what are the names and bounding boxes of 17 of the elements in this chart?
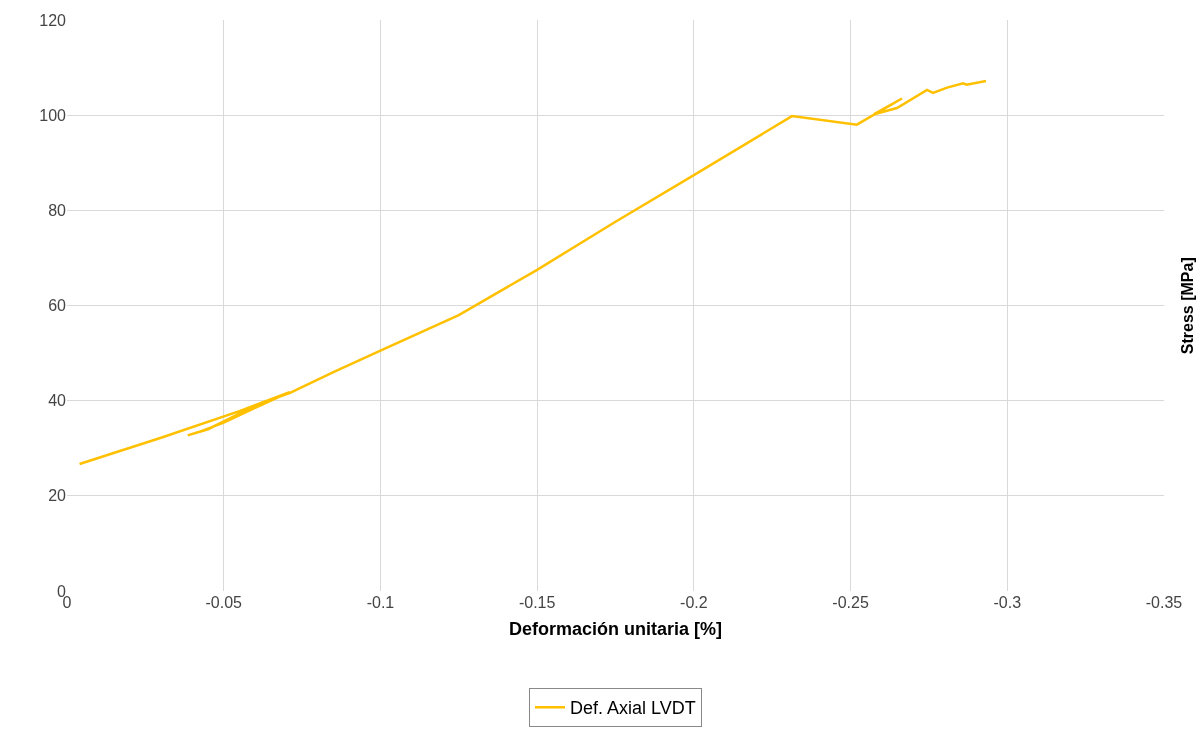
- y-tick-label: 100: [39, 106, 67, 124]
- y-tick-label: 20: [48, 487, 67, 505]
- x-tick-label: -0.15: [518, 594, 556, 611]
- x-tick-label: -0.35: [1145, 594, 1183, 611]
- legend-label: Def. Axial LVDT: [570, 698, 696, 719]
- y-axis-title: Stress [MPa]: [1179, 257, 1197, 355]
- y-tick-label: 120: [39, 11, 67, 29]
- x-tick-label: -0.25: [832, 594, 869, 611]
- x-tick-label: -0.2: [680, 594, 708, 611]
- y-tick-label: 40: [48, 392, 67, 410]
- x-tick-label: -0.3: [993, 594, 1022, 611]
- y-tick-label: 80: [48, 201, 67, 219]
- x-tick-label: -0.05: [205, 594, 243, 611]
- x-axis-title: Deformación unitaria [%]: [508, 619, 723, 640]
- y-tick-label: 60: [48, 297, 67, 315]
- line-series: [78, 79, 988, 466]
- x-tick-label: -0.1: [366, 594, 395, 611]
